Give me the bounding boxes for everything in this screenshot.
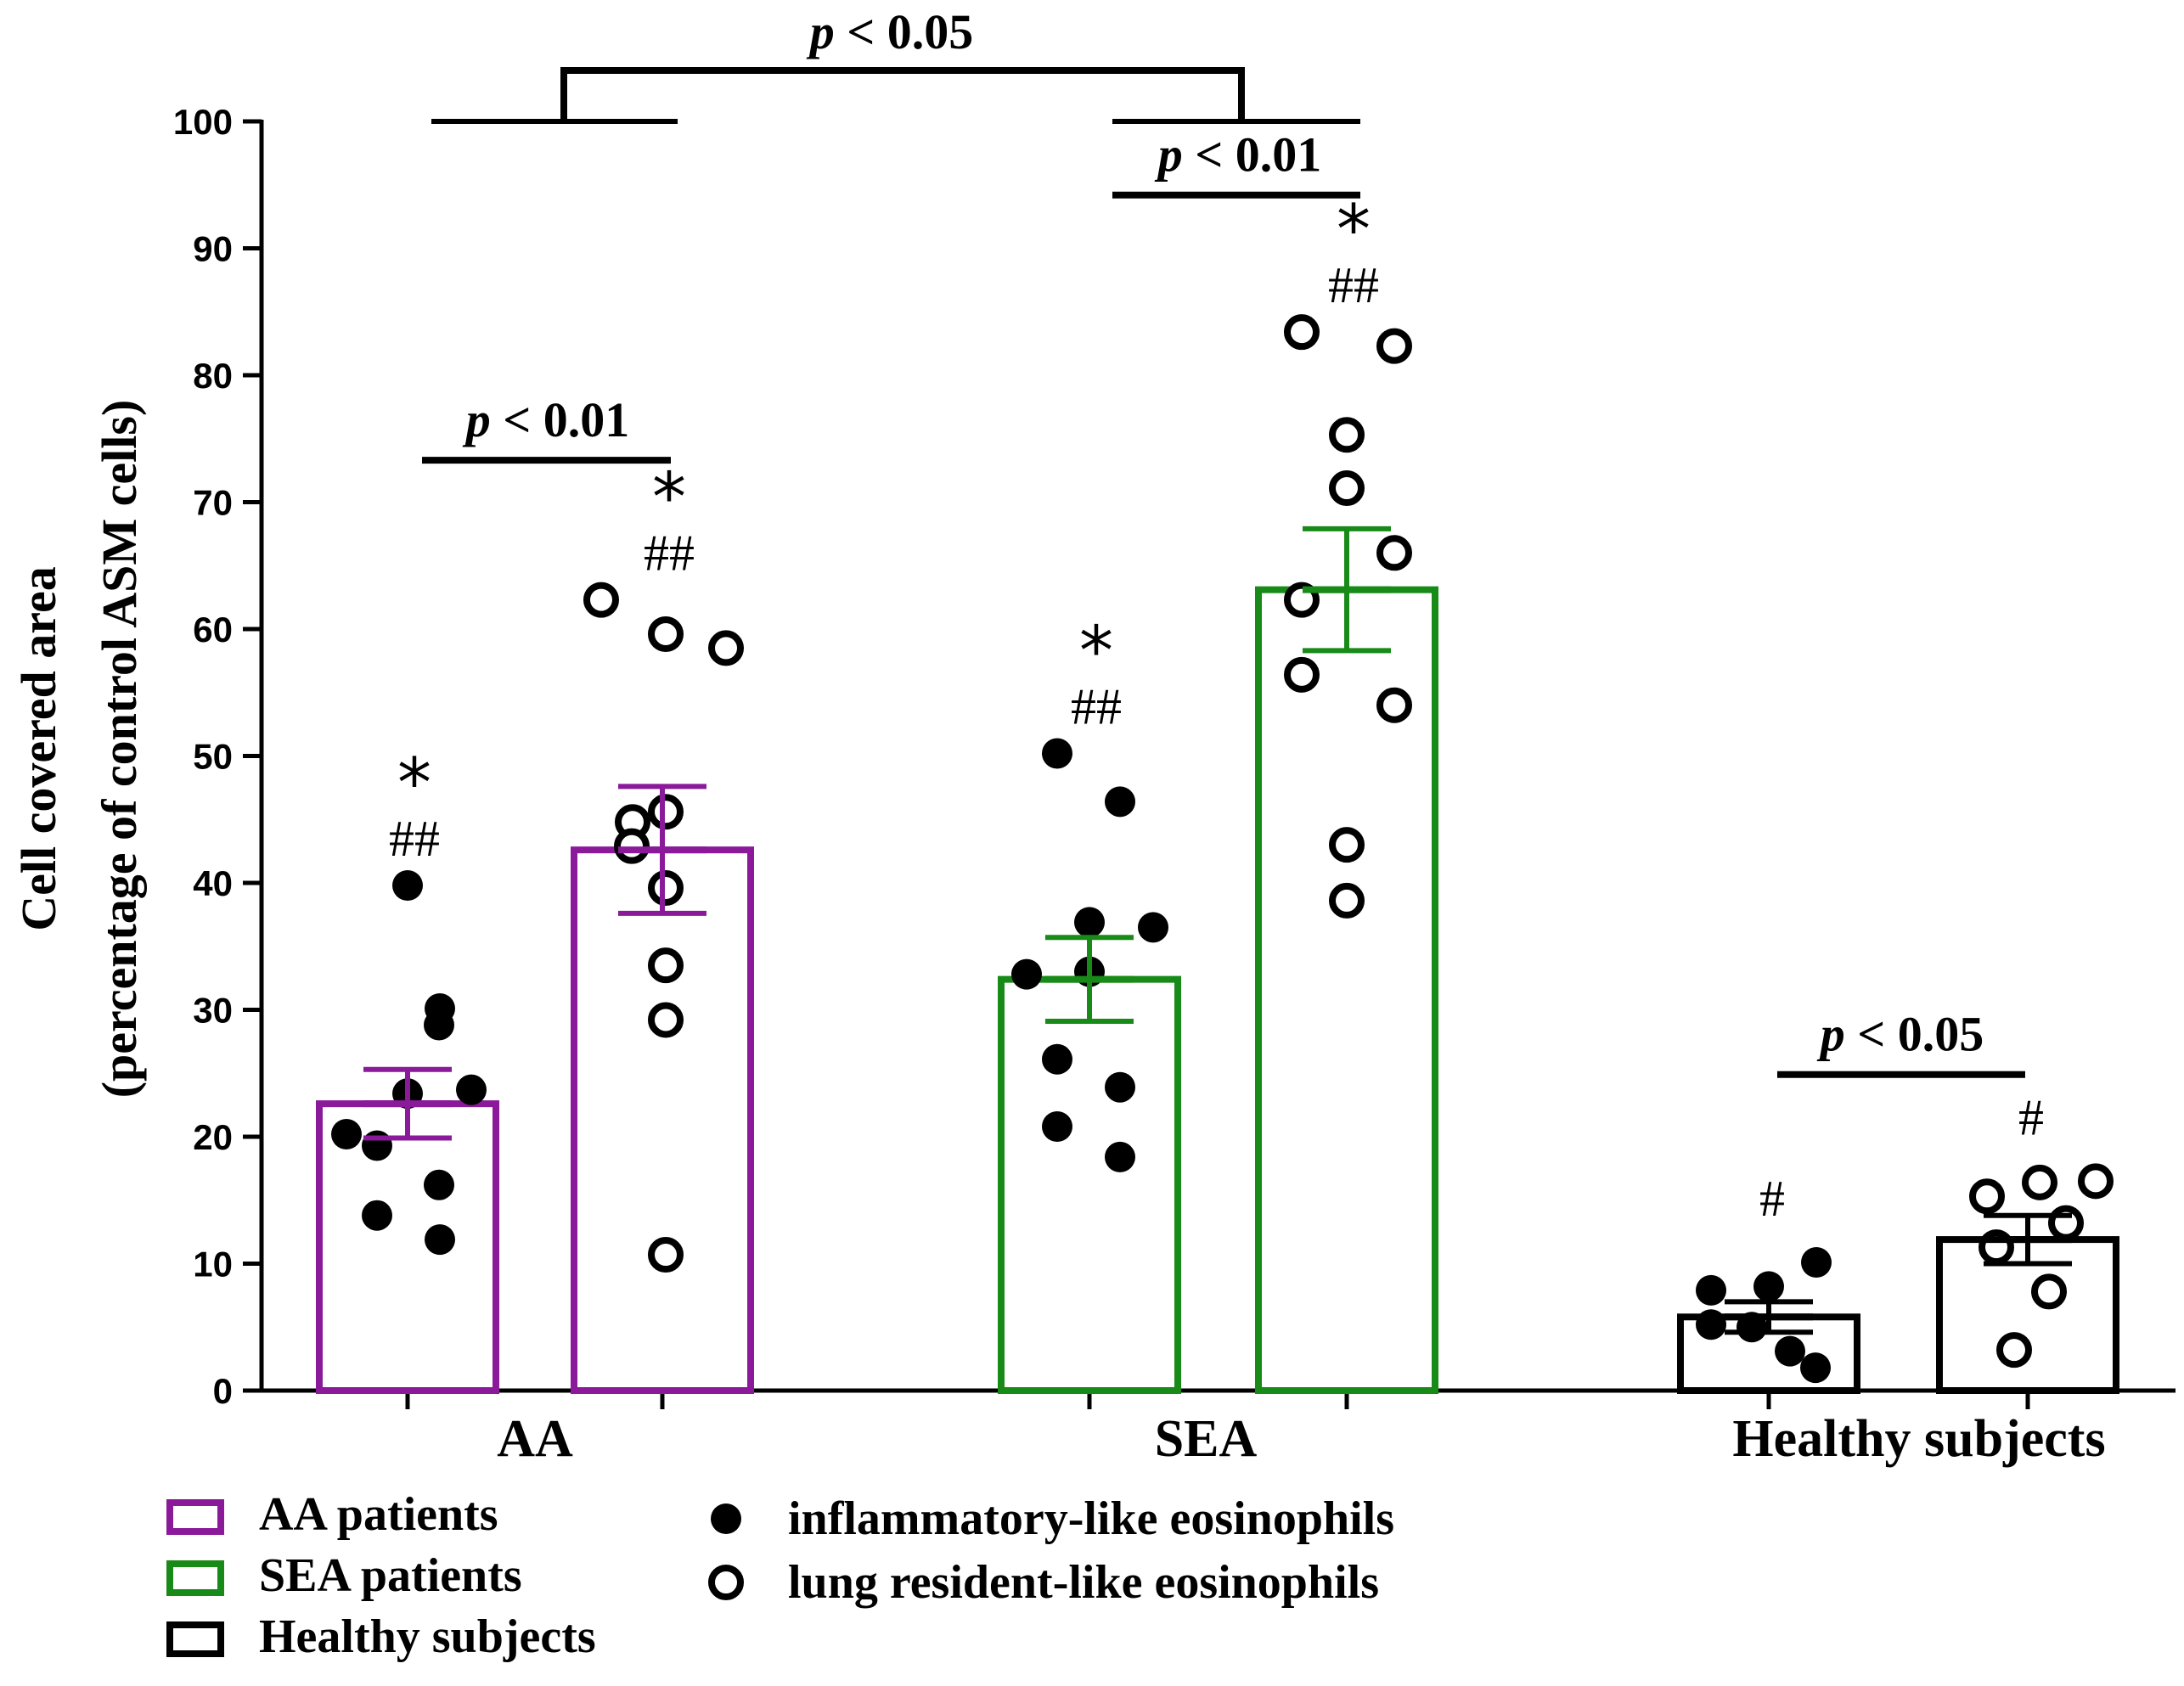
legend-swatch	[166, 1621, 224, 1657]
bar	[998, 975, 1181, 1394]
data-point	[1138, 912, 1168, 943]
data-point	[1105, 1141, 1135, 1172]
y-tick-label: 40	[193, 863, 233, 903]
y-tick-label: 70	[193, 483, 233, 523]
data-point	[1696, 1274, 1726, 1306]
legend-swatch	[166, 1560, 224, 1596]
significance-hash: ##	[389, 811, 440, 867]
data-point	[1329, 882, 1365, 919]
data-points	[331, 314, 2114, 1384]
significance-star: *	[1079, 612, 1113, 691]
data-point	[1329, 417, 1365, 453]
data-point	[648, 615, 684, 652]
y-ticks: 0 10 20 30 40 50 60 70 80 90 100	[173, 102, 262, 1411]
legend-label: lung resident-like eosinophils	[788, 1556, 1379, 1609]
y-tick-label: 20	[193, 1117, 233, 1157]
data-point	[392, 869, 423, 901]
data-point	[1696, 1309, 1726, 1340]
data-point	[456, 1074, 487, 1105]
y-tick-label: 10	[193, 1245, 233, 1284]
y-axis-label: Cell covered area	[11, 566, 66, 930]
group-labels: AA SEA Healthy subjects	[497, 1410, 2105, 1468]
comparison-label: p < 0.05	[806, 4, 974, 59]
data-point	[648, 1237, 684, 1273]
data-point	[1775, 1335, 1805, 1367]
comparison-label: p < 0.05	[1816, 1007, 1984, 1062]
data-point	[1042, 738, 1072, 769]
data-point	[1329, 470, 1365, 507]
data-point	[1042, 1043, 1072, 1075]
group-label: AA	[497, 1410, 573, 1468]
y-tick-label: 60	[193, 610, 233, 649]
data-point	[1801, 1247, 1832, 1279]
significance-hash: #	[1759, 1171, 1785, 1227]
significance-star: *	[1337, 190, 1371, 269]
significance-star: *	[397, 744, 431, 823]
bar	[571, 846, 754, 1394]
significance-star: *	[652, 458, 686, 537]
legend-marker-open	[708, 1565, 744, 1600]
y-tick-label: 100	[173, 102, 233, 142]
data-point	[1376, 328, 1412, 364]
axes: 0 10 20 30 40 50 60 70 80 90 100	[173, 102, 2176, 1411]
data-point	[1284, 314, 1320, 351]
data-point	[1753, 1271, 1784, 1302]
comparison-brackets: p < 0.01 p < 0.01 p < 0.05 p < 0.05	[422, 4, 2025, 1078]
legend-marker-filled	[711, 1503, 741, 1534]
data-point	[648, 869, 684, 906]
data-point	[648, 947, 684, 984]
y-tick-label: 50	[193, 737, 233, 777]
data-point	[1105, 786, 1135, 818]
bars	[316, 586, 2119, 1395]
significance-hash: #	[2018, 1089, 2044, 1145]
data-point	[2022, 1164, 2057, 1200]
y-axis-label-secondary: (percentage of control ASM cells)	[92, 400, 147, 1099]
significance-annotations: *##*##*##*####	[389, 190, 2044, 1227]
legend: AA patients SEA patients Healthy subjects i…	[166, 1488, 1394, 1663]
data-point	[362, 1130, 392, 1161]
data-point	[1996, 1332, 2032, 1368]
data-point	[648, 1002, 684, 1038]
y-tick-label: 0	[213, 1371, 233, 1411]
data-point	[362, 1200, 392, 1231]
data-point	[583, 582, 619, 618]
data-point	[1042, 1111, 1072, 1143]
y-tick-label: 30	[193, 991, 233, 1031]
legend-label: Healthy subjects	[259, 1610, 596, 1663]
data-point	[1074, 907, 1105, 938]
data-point	[2078, 1163, 2114, 1200]
data-point	[1105, 1071, 1135, 1103]
data-point	[708, 630, 744, 666]
data-point	[424, 1169, 454, 1200]
data-point	[614, 828, 650, 864]
significance-hash: ##	[1328, 257, 1379, 313]
group-label: Healthy subjects	[1732, 1410, 2105, 1468]
legend-swatch	[166, 1499, 224, 1535]
comparison-label: p < 0.01	[1154, 127, 1322, 183]
data-point	[1011, 958, 1042, 990]
data-point	[1800, 1352, 1831, 1384]
data-point	[331, 1119, 362, 1150]
data-point	[1969, 1178, 2005, 1215]
group-label: SEA	[1155, 1410, 1258, 1468]
data-point	[648, 794, 684, 830]
y-tick-label: 80	[193, 356, 233, 396]
data-point	[424, 1009, 454, 1041]
legend-label: SEA patients	[259, 1549, 522, 1602]
y-tick-label: 90	[193, 229, 233, 269]
error-bars	[363, 525, 2072, 1335]
data-point	[1376, 535, 1412, 571]
legend-label: inflammatory-like eosinophils	[788, 1492, 1394, 1545]
data-point	[1376, 687, 1412, 723]
data-point	[1329, 827, 1365, 863]
legend-label: AA patients	[259, 1488, 498, 1541]
data-point	[1284, 656, 1320, 693]
comparison-bracket	[560, 67, 1245, 121]
significance-hash: ##	[1071, 679, 1122, 735]
data-point	[425, 1224, 455, 1256]
data-point	[2031, 1273, 2067, 1310]
significance-hash: ##	[644, 525, 695, 582]
comparison-label: p < 0.01	[462, 392, 630, 447]
